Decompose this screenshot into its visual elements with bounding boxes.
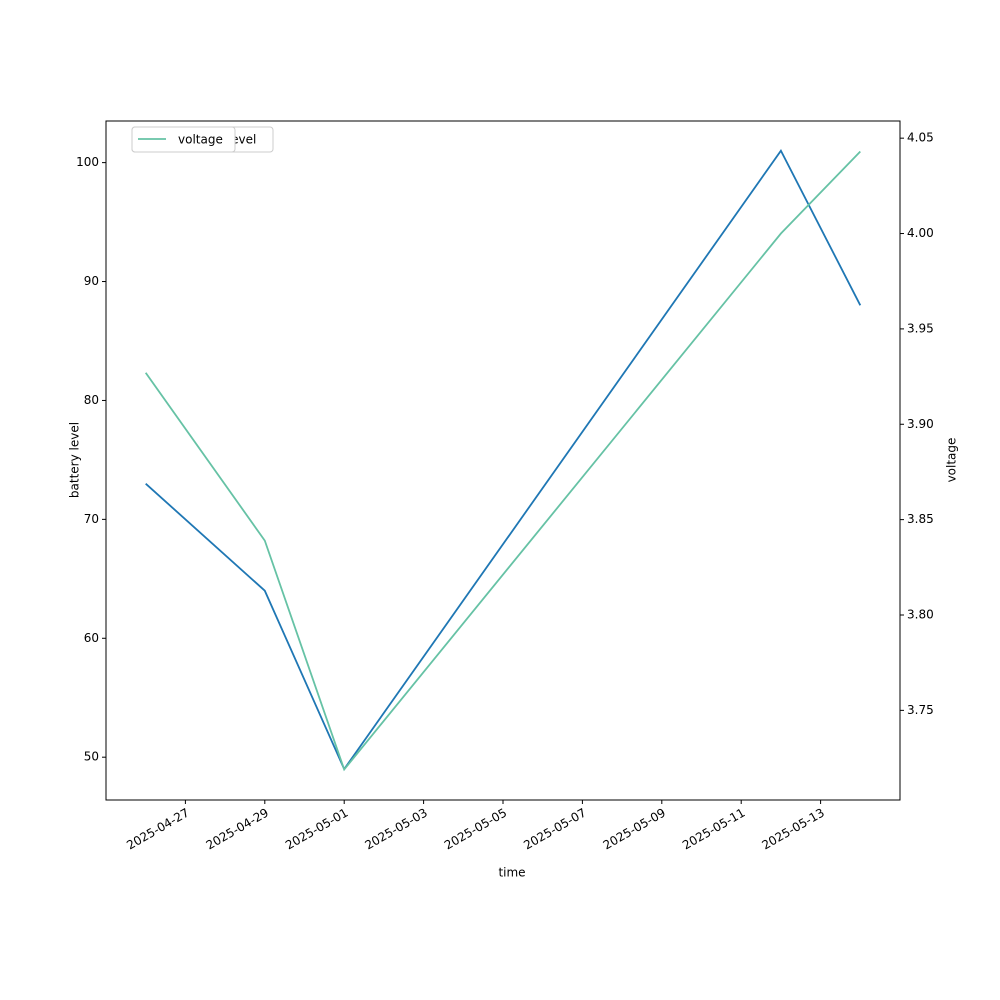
y2-axis-label: voltage <box>945 438 959 483</box>
y-tick-label: 70 <box>84 512 99 526</box>
legend-label: voltage <box>178 133 223 147</box>
x-tick-label: 2025-04-27 <box>124 806 191 853</box>
x-tick-label: 2025-05-01 <box>283 806 350 853</box>
legend-box <box>131 126 236 153</box>
y2-tick-label: 3.85 <box>907 512 934 526</box>
series-line <box>145 148 862 771</box>
y-tick-label: 100 <box>76 155 99 169</box>
x-tick-label: 2025-05-03 <box>362 806 429 853</box>
y2-tick-label: 3.80 <box>907 607 934 621</box>
y2-tick-label: 4.05 <box>907 131 934 145</box>
y-tick-label: 50 <box>84 750 99 764</box>
y-tick-label: 90 <box>84 274 99 288</box>
y2-tick-label: 3.95 <box>907 321 934 335</box>
y-tick-label: 60 <box>84 631 99 645</box>
x-tick-label: 2025-05-07 <box>521 806 588 853</box>
y2-tick-label: 3.90 <box>907 417 934 431</box>
y2-tick-label: 4.00 <box>907 226 934 240</box>
y-tick-label: 80 <box>84 393 99 407</box>
x-tick-label: 2025-04-29 <box>204 806 271 853</box>
x-tick-label: 2025-05-09 <box>601 806 668 853</box>
x-tick-label: 2025-05-05 <box>442 806 509 853</box>
y2-tick-label: 3.75 <box>907 703 934 717</box>
plot-frame <box>105 120 901 801</box>
y-axis-label: battery level <box>68 422 82 498</box>
x-tick-label: 2025-05-11 <box>680 806 747 853</box>
x-axis-label: time <box>498 866 525 880</box>
series-line <box>144 150 861 772</box>
x-tick-label: 2025-05-13 <box>759 806 826 853</box>
